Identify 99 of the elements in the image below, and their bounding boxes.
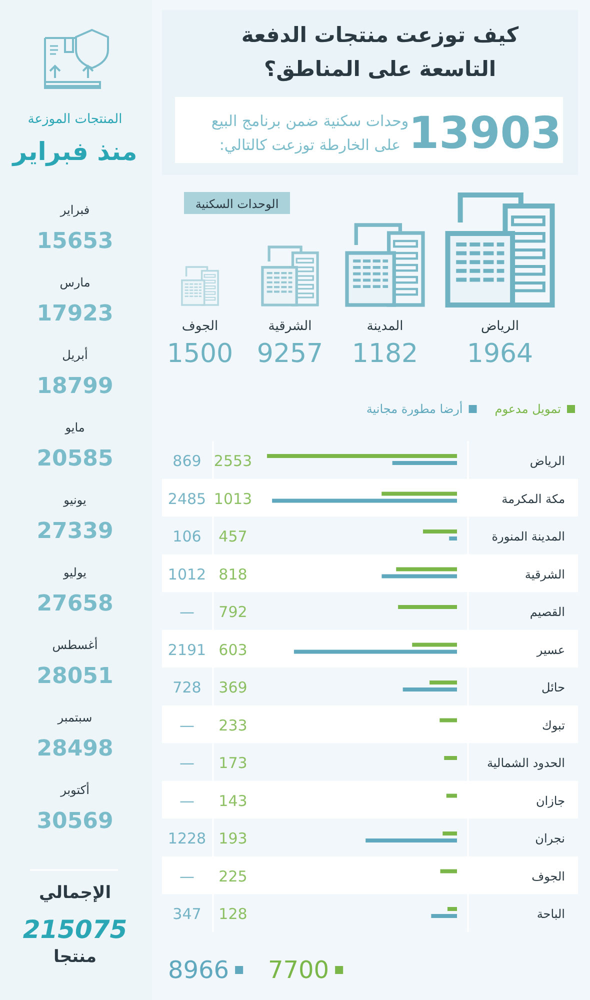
- data-label: 869: [172, 452, 202, 470]
- category-label: الجوف: [182, 319, 218, 334]
- data-label: 1182: [352, 339, 418, 369]
- y-tick-label: عسير: [536, 642, 565, 657]
- data-label: 18799: [36, 374, 114, 399]
- data-label: 2485: [168, 490, 206, 508]
- bar: [396, 567, 457, 572]
- category-label: أبريل: [62, 347, 88, 362]
- data-label: 792: [218, 603, 248, 621]
- category-label: مارس: [60, 276, 90, 290]
- data-label: 143: [218, 792, 248, 810]
- bar: [442, 832, 457, 836]
- data-label: 28498: [36, 736, 114, 762]
- data-label: 27339: [36, 519, 114, 544]
- bar: [398, 605, 457, 609]
- y-tick-label: الجوف: [532, 869, 565, 884]
- bar: [444, 756, 457, 760]
- y-tick-label: الباحة: [536, 907, 565, 921]
- bar: [449, 536, 457, 540]
- data-label: 15653: [36, 229, 114, 254]
- category-label: يونيو: [62, 493, 86, 507]
- bar: [446, 794, 457, 798]
- y-tick-label: جازان: [536, 794, 565, 808]
- data-label: 1964: [466, 339, 534, 369]
- legend-label: تمويل مدعوم: [494, 402, 561, 416]
- y-tick-label: مكة المكرمة: [502, 492, 565, 506]
- bar: [412, 642, 457, 647]
- data-label: 225: [218, 867, 248, 886]
- text: 13903: [408, 108, 562, 159]
- data-label: 818: [218, 565, 248, 584]
- text: —: [180, 792, 194, 810]
- legend-label: أرضا مطورة مجانية: [366, 401, 463, 416]
- y-tick-label: الشرقية: [524, 567, 565, 582]
- bar: [382, 574, 457, 578]
- data-label: 2553: [214, 452, 252, 470]
- category-label: فبراير: [59, 203, 90, 217]
- data-label: 9257: [256, 339, 324, 369]
- data-label: 1012: [168, 565, 206, 584]
- bar: [392, 461, 457, 465]
- y-tick-label: تبوك: [542, 718, 565, 732]
- y-tick-label: نجران: [535, 832, 565, 846]
- y-tick-label: الحدود الشمالية: [487, 756, 565, 770]
- bar: [272, 498, 457, 503]
- data-label: 457: [218, 528, 248, 546]
- text: 7700: [268, 956, 330, 984]
- text: الإجمالي: [38, 883, 112, 903]
- data-label: 233: [218, 716, 248, 734]
- text: منتجا: [53, 947, 97, 967]
- y-tick-label: القصيم: [530, 605, 565, 619]
- text: —: [180, 867, 194, 886]
- text: منذ فبراير: [10, 137, 138, 167]
- data-label: 17923: [36, 302, 114, 326]
- data-label: 28051: [36, 664, 114, 689]
- text: —: [180, 754, 194, 772]
- data-label: 603: [218, 640, 248, 659]
- data-label: 128: [218, 905, 248, 923]
- data-label: 369: [218, 678, 248, 696]
- bar: [294, 650, 457, 654]
- data-label: 30569: [36, 809, 114, 834]
- data-label: 20585: [36, 446, 114, 472]
- bar: [430, 680, 457, 684]
- category-label: سبتمبر: [56, 710, 92, 724]
- text: 215075: [22, 915, 128, 944]
- bar: [440, 869, 457, 874]
- bar: [382, 492, 457, 496]
- bar: [431, 914, 457, 918]
- bar: [422, 530, 457, 534]
- y-tick-label: حائل: [541, 680, 565, 694]
- text: —: [180, 603, 194, 621]
- category-label: يوليو: [62, 566, 87, 580]
- y-tick-label: الرياض: [530, 454, 565, 468]
- category-label: أكتوبر: [60, 782, 90, 797]
- data-label: 2191: [168, 640, 206, 659]
- bar: [402, 688, 457, 692]
- data-label: 173: [218, 754, 248, 772]
- y-tick-label: المدينة المنورة: [492, 530, 565, 544]
- data-label: 1013: [214, 490, 252, 508]
- text: 8966: [168, 956, 230, 984]
- text: الوحدات السكنية: [195, 197, 279, 211]
- data-label: 106: [172, 528, 202, 546]
- bar: [366, 838, 457, 842]
- data-label: 728: [172, 678, 202, 696]
- category-label: مايو: [64, 420, 85, 434]
- data-label: 193: [218, 830, 248, 848]
- text: المنتجات الموزعة: [28, 112, 122, 127]
- data-label: 347: [172, 905, 202, 923]
- text: وحدات سكنية ضمن برنامج البيع على الخارطة توزعت كالتالي:: [211, 112, 409, 154]
- category-label: أغسطس: [52, 637, 98, 652]
- category-label: المدينة: [366, 319, 404, 334]
- bar: [267, 454, 457, 458]
- text: —: [180, 716, 194, 734]
- data-label: 1228: [168, 830, 206, 848]
- category-label: الشرقية: [268, 319, 312, 334]
- text: كيف توزعت منتجات الدفعة التاسعة على المناطق؟: [241, 23, 520, 82]
- category-label: الرياض: [480, 319, 520, 334]
- data-label: 1500: [166, 339, 234, 369]
- bar: [447, 907, 457, 911]
- data-label: 27658: [36, 592, 114, 616]
- bar: [440, 718, 457, 722]
